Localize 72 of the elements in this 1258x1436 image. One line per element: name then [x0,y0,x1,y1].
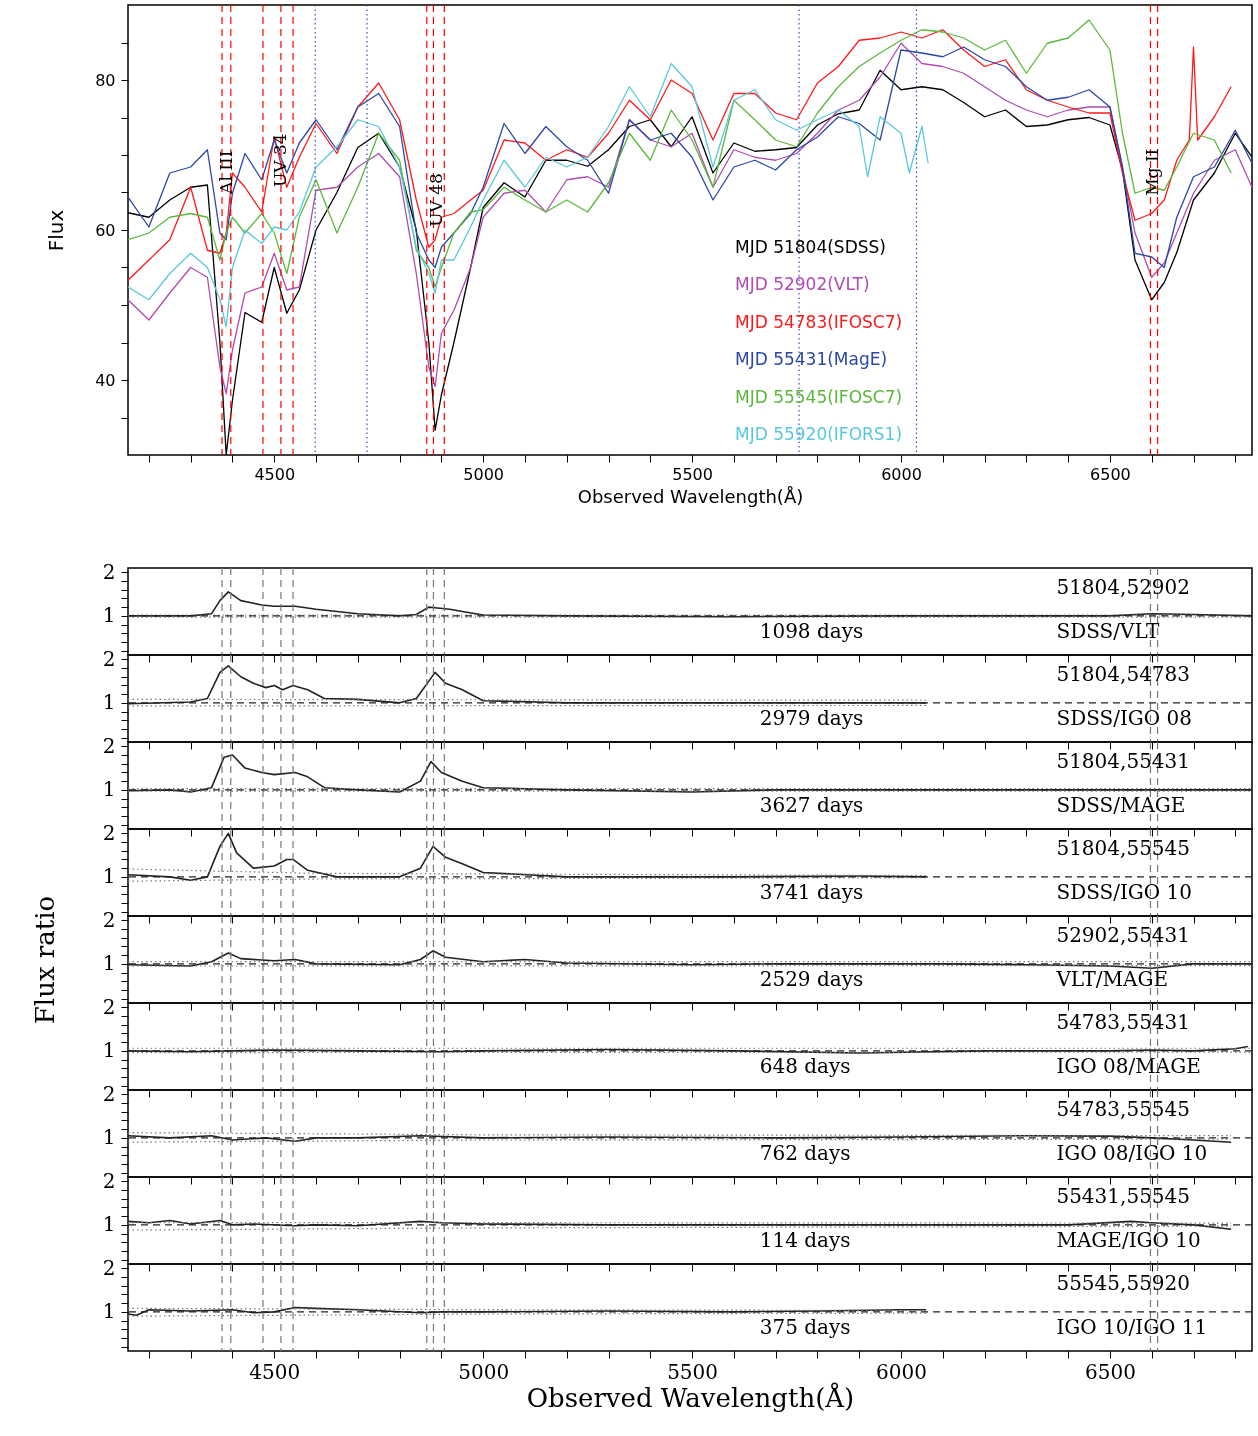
text: MJD 55545(IFOSC7) [734,386,903,407]
y-tick-label: 40 [95,370,116,390]
y-tick-label: 2 [102,1081,116,1106]
y-tick-label: 80 [95,70,116,90]
x-tick-label: 5500 [672,464,713,484]
y-tick-label: 2 [102,1168,116,1193]
x-tick-label: 5000 [458,1359,510,1384]
y-tick-label: 1 [102,1038,116,1063]
annotation: SDSS/IGO 10 [1056,880,1193,904]
x-tick-label: 5500 [667,1359,719,1384]
annotation: IGO 08/IGO 10 [1056,1141,1208,1165]
y-tick-label: 1 [102,690,116,715]
annotation: 2979 days [759,706,864,730]
text: MJD 52902(VLT) [734,274,870,294]
annotation: 3741 days [759,880,864,904]
x-axis-title: Observed Wavelength(Å) [526,1381,855,1413]
annotation: IGO 08/MAGE [1056,1054,1201,1078]
annotation: UV 48 [425,173,446,227]
y-tick-label: 1 [102,864,116,889]
y-tick-label: 2 [102,559,116,584]
annotation: UV 34 [269,133,290,188]
annotation: 762 days [759,1141,851,1165]
y-tick-label: 2 [102,820,116,845]
annotation: 1098 days [759,619,864,643]
y-tick-label: 1 [102,1125,116,1150]
y-axis-title: Flux ratio [29,895,60,1025]
text: MJD 51804(SDSS) [734,236,886,257]
annotation: 54783,55431 [1056,1010,1191,1034]
annotation: 51804,55545 [1056,836,1191,860]
annotation: MAGE/IGO 10 [1056,1228,1201,1252]
y-tick-label: 60 [95,220,116,240]
y-tick-label: 1 [102,1299,116,1324]
y-tick-label: 2 [102,1255,116,1280]
annotation: 51804,52902 [1056,575,1191,599]
annotation: 51804,54783 [1056,662,1191,686]
text: MJD 55431(MagE) [734,349,888,369]
y-tick-label: 1 [102,1212,116,1237]
x-tick-label: 4500 [249,1359,301,1384]
x-tick-label: 4500 [254,464,296,484]
annotation: 55431,55545 [1056,1184,1191,1208]
y-tick-label: 1 [102,777,116,802]
annotation: IGO 10/IGO 11 [1056,1315,1208,1339]
annotation: 375 days [759,1315,851,1339]
annotation: 648 days [759,1054,851,1078]
y-axis-title: Flux [44,209,69,252]
y-tick-label: 1 [102,603,116,628]
annotation: SDSS/MAGE [1056,793,1186,817]
annotation: Al III [216,150,237,195]
x-tick-label: 6500 [1090,464,1131,484]
y-tick-label: 1 [102,951,116,976]
x-tick-label: 6500 [1084,1359,1136,1384]
x-axis-title: Observed Wavelength(Å) [577,485,804,507]
annotation: VLT/MAGE [1055,967,1169,991]
annotation: SDSS/IGO 08 [1056,706,1193,730]
x-tick-label: 5000 [463,464,505,484]
y-tick-label: 2 [102,733,116,758]
text: MJD 55920(IFORS1) [734,424,903,444]
text: MJD 54783(IFOSC7) [734,311,903,332]
annotation: 51804,55431 [1056,749,1191,773]
annotation: SDSS/VLT [1056,619,1161,643]
x-tick-label: 6000 [876,1359,927,1384]
annotation: 52902,55431 [1056,923,1191,947]
y-tick-label: 2 [102,646,116,671]
y-tick-label: 2 [102,994,116,1019]
annotation: 54783,55545 [1056,1097,1191,1121]
annotation: 3627 days [759,793,864,817]
annotation: Mg II [1141,148,1162,196]
annotation: 2529 days [759,967,864,991]
y-tick-label: 2 [102,907,116,932]
annotation: 114 days [759,1228,851,1252]
annotation: 55545,55920 [1056,1271,1191,1295]
x-tick-label: 6000 [881,464,922,484]
